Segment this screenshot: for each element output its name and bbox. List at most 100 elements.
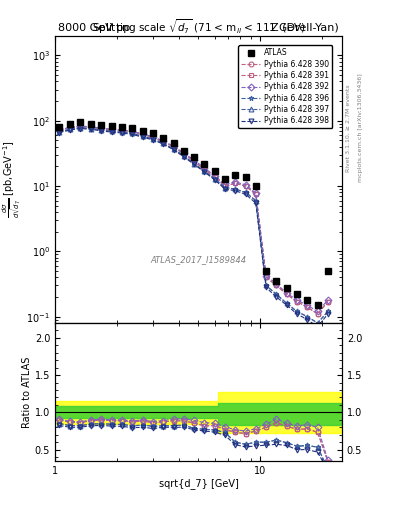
Pythia 6.428 392 (119, 127, 124, 133)
Pythia 6.428 396 (274, 291, 279, 297)
Pythia 6.428 390 (305, 304, 310, 310)
Pythia 6.428 398 (284, 302, 289, 308)
Pythia 6.428 392 (171, 143, 176, 149)
Pythia 6.428 391 (243, 183, 248, 189)
Line: Pythia 6.428 398: Pythia 6.428 398 (57, 126, 330, 329)
Pythia 6.428 392 (89, 124, 94, 130)
Pythia 6.428 392 (130, 128, 135, 134)
Pythia 6.428 391 (253, 191, 258, 197)
Pythia 6.428 391 (264, 274, 268, 281)
Pythia 6.428 390 (119, 127, 124, 134)
Pythia 6.428 390 (274, 283, 279, 289)
Line: ATLAS: ATLAS (57, 119, 331, 308)
Pythia 6.428 391 (130, 129, 135, 135)
Pythia 6.428 392 (305, 302, 310, 308)
Pythia 6.428 397 (161, 140, 166, 146)
Pythia 6.428 390 (99, 125, 104, 132)
Pythia 6.428 398 (130, 131, 135, 137)
Pythia 6.428 398 (151, 137, 155, 143)
Pythia 6.428 397 (140, 133, 145, 139)
Pythia 6.428 390 (233, 180, 237, 186)
Pythia 6.428 392 (182, 150, 186, 156)
Pythia 6.428 398 (233, 187, 237, 194)
Pythia 6.428 397 (171, 146, 176, 152)
Pythia 6.428 398 (253, 200, 258, 206)
Pythia 6.428 397 (222, 184, 227, 190)
Pythia 6.428 391 (171, 144, 176, 150)
Pythia 6.428 396 (151, 136, 155, 142)
Pythia 6.428 391 (295, 298, 299, 305)
Pythia 6.428 397 (182, 153, 186, 159)
Pythia 6.428 396 (68, 126, 72, 133)
Pythia 6.428 391 (233, 180, 237, 186)
Pythia 6.428 396 (130, 131, 135, 137)
Pythia 6.428 391 (89, 124, 94, 130)
Pythia 6.428 390 (171, 144, 176, 150)
Pythia 6.428 392 (78, 123, 83, 129)
Pythia 6.428 396 (89, 125, 94, 132)
Pythia 6.428 396 (243, 189, 248, 196)
Pythia 6.428 390 (57, 127, 62, 133)
Pythia 6.428 397 (212, 176, 217, 182)
Pythia 6.428 398 (264, 284, 268, 290)
Pythia 6.428 397 (130, 131, 135, 137)
Pythia 6.428 396 (161, 140, 166, 146)
X-axis label: sqrt{d_7} [GeV]: sqrt{d_7} [GeV] (158, 478, 239, 489)
ATLAS (89, 121, 94, 127)
Pythia 6.428 398 (202, 169, 207, 175)
Pythia 6.428 397 (89, 125, 94, 132)
Pythia 6.428 391 (325, 298, 330, 305)
ATLAS (274, 278, 279, 284)
Pythia 6.428 398 (315, 324, 320, 330)
Pythia 6.428 391 (274, 283, 279, 289)
Pythia 6.428 398 (99, 128, 104, 134)
Pythia 6.428 397 (202, 168, 207, 174)
Pythia 6.428 391 (182, 151, 186, 157)
Pythia 6.428 396 (222, 184, 227, 190)
ATLAS (325, 268, 330, 274)
Pythia 6.428 396 (119, 129, 124, 135)
Line: Pythia 6.428 390: Pythia 6.428 390 (57, 124, 330, 316)
ATLAS (99, 122, 104, 129)
Pythia 6.428 390 (192, 158, 196, 164)
Text: mcplots.cern.ch [arXiv:1306.3436]: mcplots.cern.ch [arXiv:1306.3436] (358, 74, 363, 182)
Pythia 6.428 392 (315, 308, 320, 314)
ATLAS (151, 130, 155, 136)
Pythia 6.428 398 (305, 316, 310, 323)
ATLAS (182, 147, 186, 154)
Pythia 6.428 392 (325, 297, 330, 303)
Pythia 6.428 391 (68, 125, 72, 131)
Pythia 6.428 392 (161, 138, 166, 144)
Pythia 6.428 390 (182, 151, 186, 157)
Pythia 6.428 397 (99, 127, 104, 133)
Pythia 6.428 390 (325, 298, 330, 305)
Pythia 6.428 397 (253, 198, 258, 204)
Pythia 6.428 390 (109, 126, 114, 133)
Pythia 6.428 397 (264, 283, 268, 289)
Pythia 6.428 398 (161, 141, 166, 147)
ATLAS (264, 268, 268, 274)
Pythia 6.428 396 (295, 308, 299, 314)
Text: ATLAS_2017_I1589844: ATLAS_2017_I1589844 (151, 255, 246, 264)
ATLAS (78, 119, 83, 125)
Pythia 6.428 392 (212, 173, 217, 179)
Pythia 6.428 396 (109, 128, 114, 134)
Pythia 6.428 392 (57, 126, 62, 133)
Pythia 6.428 398 (68, 127, 72, 133)
ATLAS (171, 140, 176, 146)
ATLAS (202, 161, 207, 167)
Y-axis label: $\frac{d\sigma}{d\sqrt{d_7}}$ [pb,GeV$^{-1}$]: $\frac{d\sigma}{d\sqrt{d_7}}$ [pb,GeV$^{… (0, 140, 24, 218)
Line: Pythia 6.428 397: Pythia 6.428 397 (57, 125, 330, 326)
Pythia 6.428 390 (68, 125, 72, 131)
Pythia 6.428 392 (253, 190, 258, 196)
ATLAS (57, 124, 62, 130)
Text: Rivet 3.1.10, ≥ 2.7M events: Rivet 3.1.10, ≥ 2.7M events (346, 84, 351, 172)
Pythia 6.428 391 (78, 123, 83, 130)
Pythia 6.428 396 (140, 133, 145, 139)
ATLAS (295, 291, 299, 297)
Pythia 6.428 397 (57, 129, 62, 135)
Pythia 6.428 392 (99, 125, 104, 131)
Line: Pythia 6.428 391: Pythia 6.428 391 (57, 124, 330, 316)
Pythia 6.428 391 (57, 127, 62, 133)
ATLAS (130, 125, 135, 131)
